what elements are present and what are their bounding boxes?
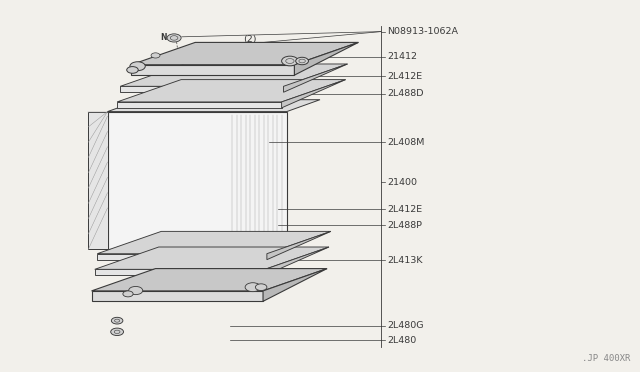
Polygon shape bbox=[120, 86, 284, 92]
Text: N: N bbox=[160, 33, 166, 42]
Polygon shape bbox=[120, 64, 348, 86]
Circle shape bbox=[111, 317, 123, 324]
Polygon shape bbox=[97, 231, 331, 254]
Text: 2L480G: 2L480G bbox=[387, 321, 424, 330]
Circle shape bbox=[130, 62, 145, 71]
Polygon shape bbox=[265, 247, 329, 275]
Circle shape bbox=[129, 286, 143, 295]
Circle shape bbox=[151, 53, 160, 58]
Circle shape bbox=[127, 67, 138, 73]
Text: (2): (2) bbox=[243, 35, 257, 44]
Circle shape bbox=[167, 34, 181, 42]
Text: 2L480: 2L480 bbox=[387, 336, 417, 345]
Text: .JP 400XR: .JP 400XR bbox=[582, 354, 630, 363]
Polygon shape bbox=[95, 269, 265, 275]
Polygon shape bbox=[131, 42, 358, 65]
Polygon shape bbox=[282, 80, 346, 108]
Polygon shape bbox=[108, 112, 287, 249]
Polygon shape bbox=[92, 269, 327, 291]
Text: 21412: 21412 bbox=[387, 52, 417, 61]
Polygon shape bbox=[263, 269, 327, 301]
Circle shape bbox=[296, 57, 308, 65]
Polygon shape bbox=[97, 254, 267, 260]
Text: 2L488D: 2L488D bbox=[387, 89, 424, 98]
Polygon shape bbox=[284, 64, 348, 92]
Polygon shape bbox=[108, 100, 320, 112]
Polygon shape bbox=[95, 247, 329, 269]
Circle shape bbox=[282, 56, 298, 66]
Text: 2L408M: 2L408M bbox=[387, 138, 424, 147]
Polygon shape bbox=[117, 102, 282, 108]
Text: 2L488P: 2L488P bbox=[387, 221, 422, 230]
Text: 21400: 21400 bbox=[387, 178, 417, 187]
Polygon shape bbox=[117, 80, 346, 102]
Circle shape bbox=[111, 328, 124, 336]
Circle shape bbox=[245, 283, 260, 292]
Polygon shape bbox=[267, 231, 331, 260]
Circle shape bbox=[123, 291, 133, 297]
Circle shape bbox=[255, 284, 267, 291]
Text: 2L413K: 2L413K bbox=[387, 256, 422, 265]
Text: N08913-1062A: N08913-1062A bbox=[387, 27, 458, 36]
Polygon shape bbox=[92, 291, 263, 301]
Polygon shape bbox=[131, 65, 294, 75]
Text: 2L412E: 2L412E bbox=[387, 205, 422, 214]
Polygon shape bbox=[88, 112, 108, 249]
Polygon shape bbox=[294, 42, 358, 75]
Text: 2L412E: 2L412E bbox=[387, 72, 422, 81]
